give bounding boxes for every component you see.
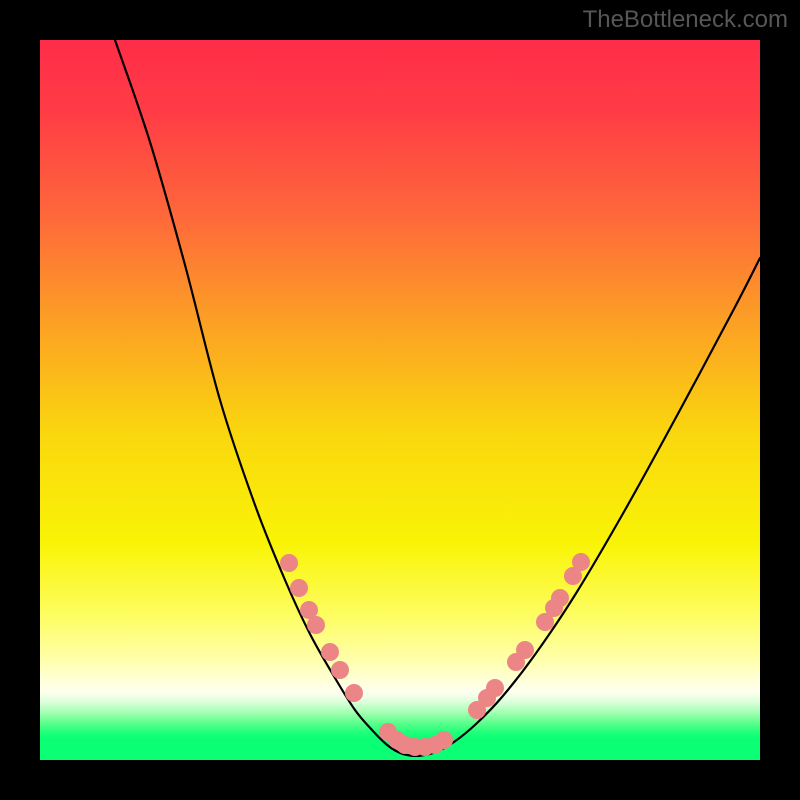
marker-left: [322, 644, 339, 661]
plot-background: [40, 40, 760, 760]
marker-bottom: [436, 732, 453, 749]
marker-left: [332, 662, 349, 679]
marker-left: [301, 602, 318, 619]
watermark-text: TheBottleneck.com: [583, 6, 788, 34]
marker-right: [517, 642, 534, 659]
marker-right: [573, 554, 590, 571]
chart-canvas: TheBottleneck.com: [0, 0, 800, 800]
marker-left: [308, 617, 325, 634]
marker-left: [281, 555, 298, 572]
marker-right: [487, 680, 504, 697]
marker-right: [552, 590, 569, 607]
marker-left: [346, 685, 363, 702]
marker-left: [291, 580, 308, 597]
chart-svg: [0, 0, 800, 800]
